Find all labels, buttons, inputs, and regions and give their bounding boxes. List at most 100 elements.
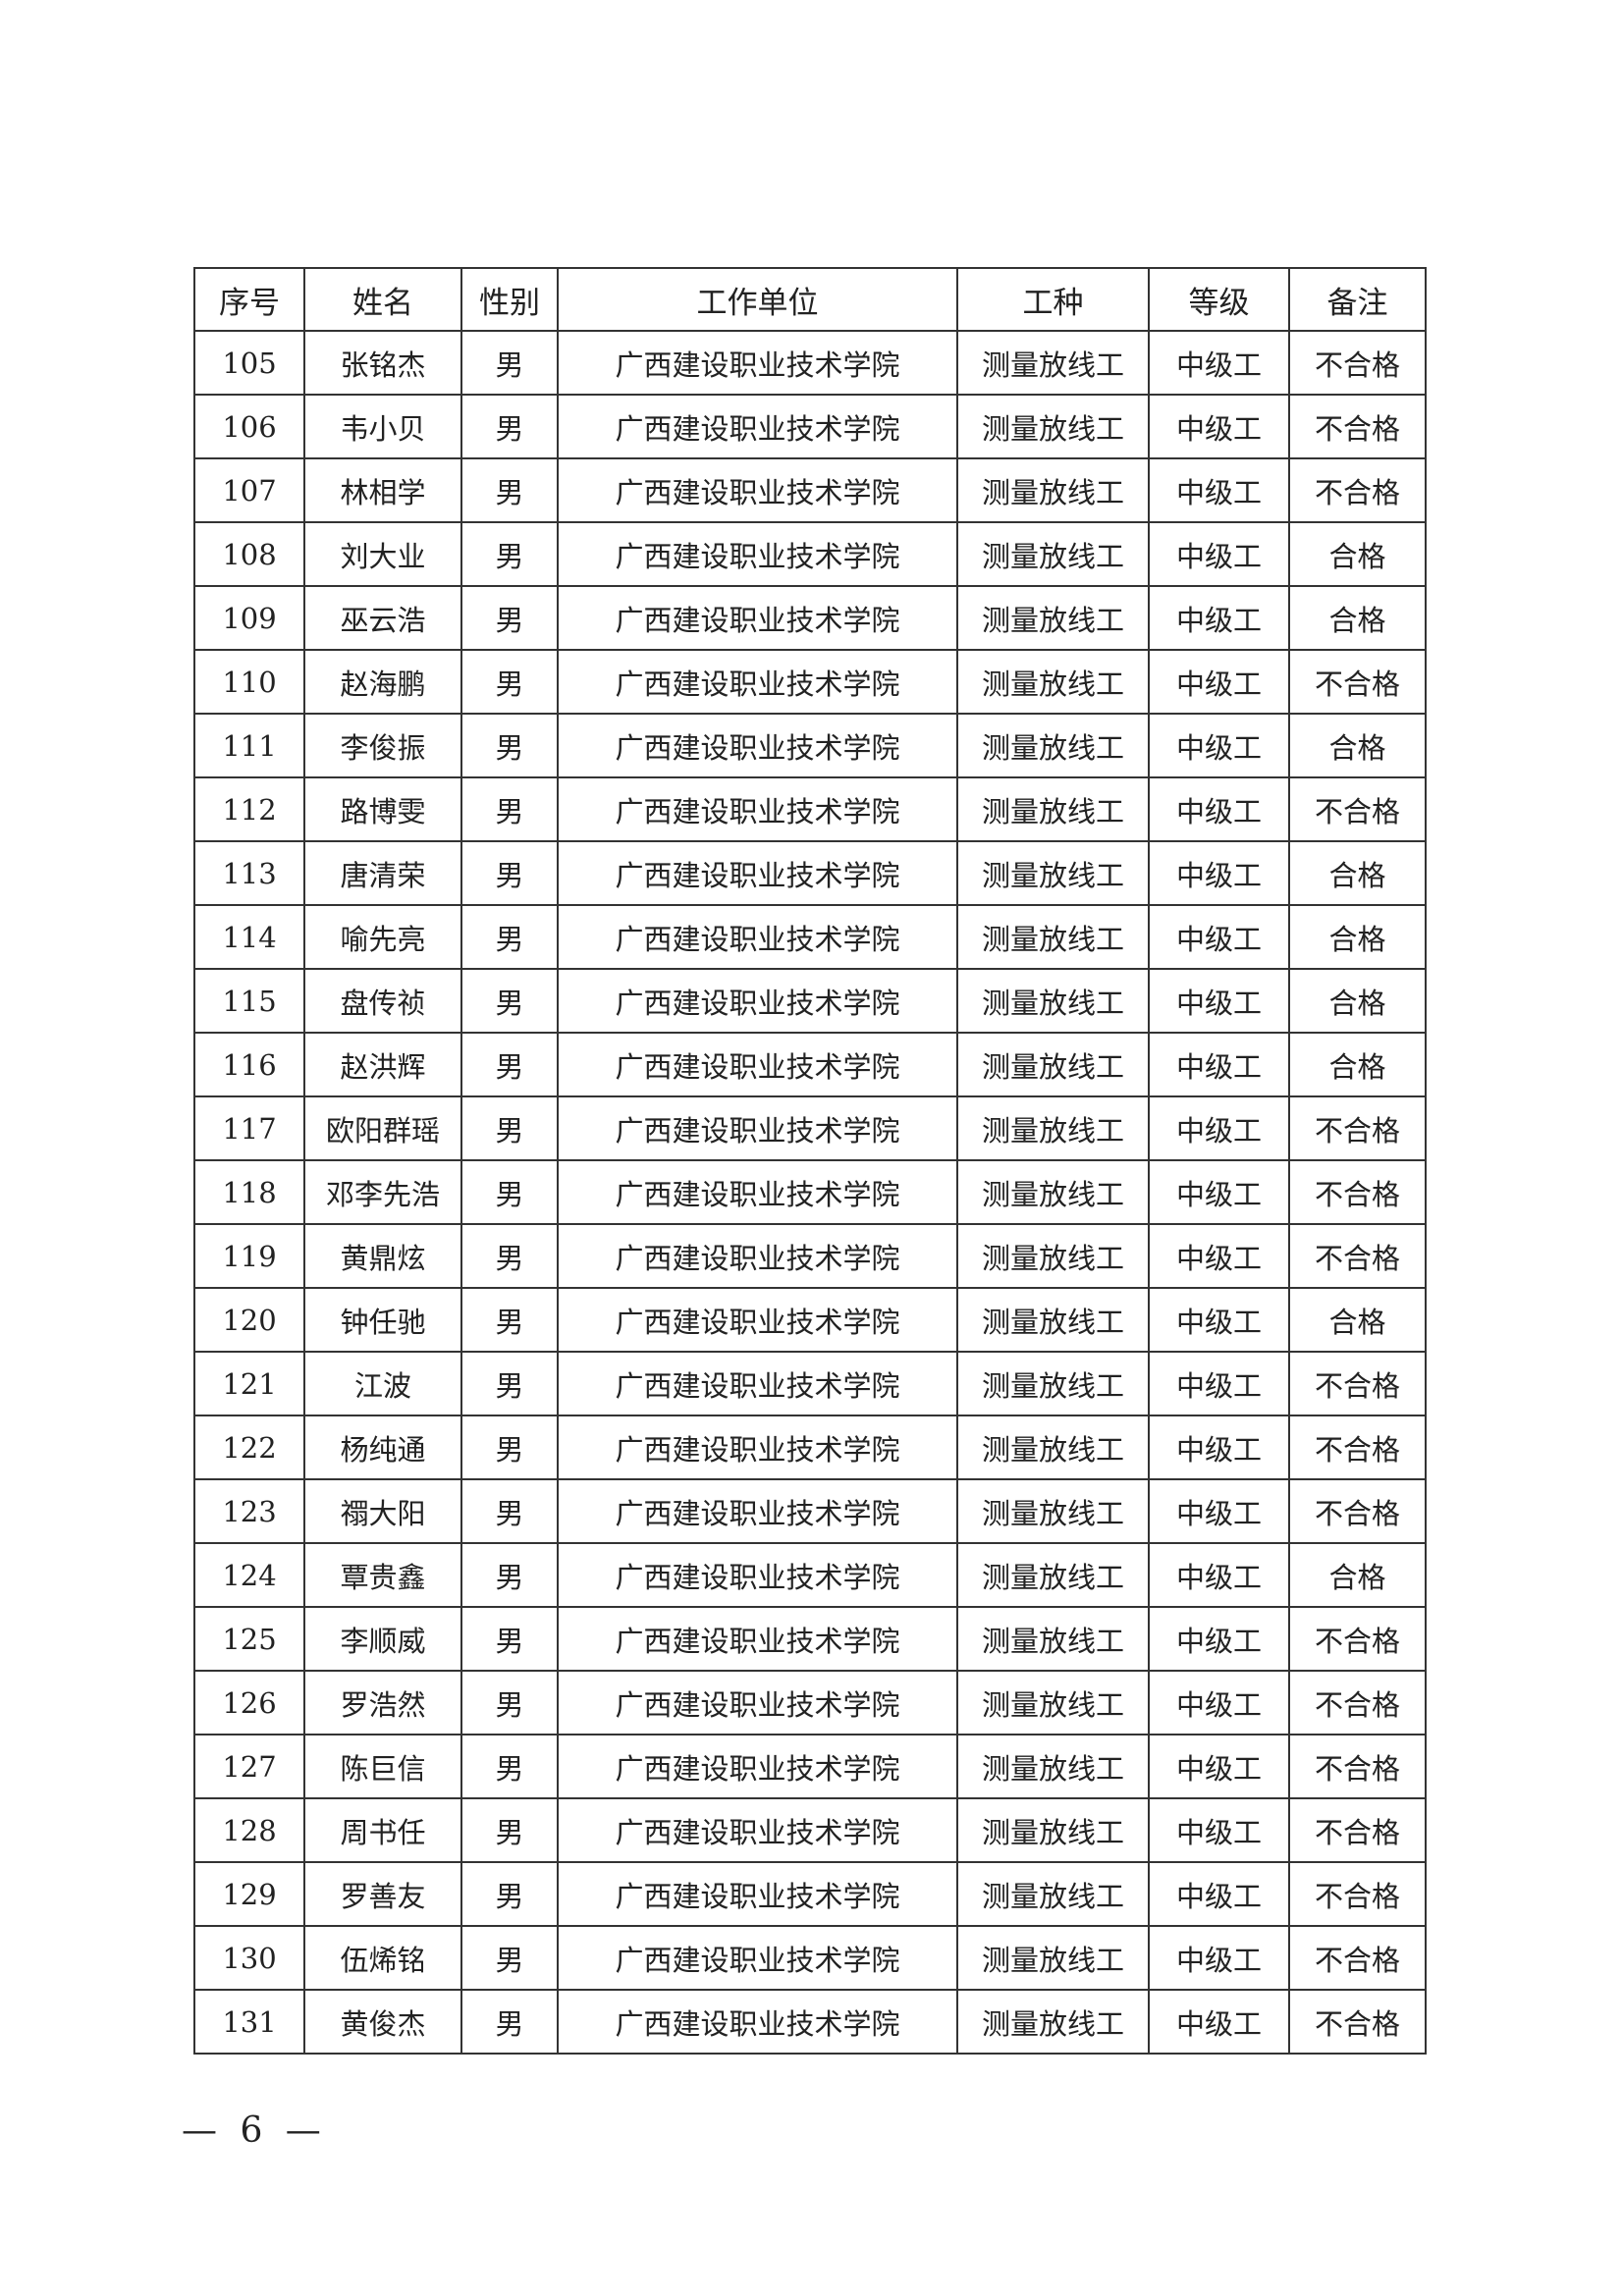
cell-remark: 不合格 (1288, 1095, 1427, 1161)
cell-level: 中级工 (1148, 649, 1290, 715)
cell-employer: 广西建设职业技术学院 (557, 1670, 958, 1735)
cell-remark: 不合格 (1288, 1734, 1427, 1799)
cell-level: 中级工 (1148, 585, 1290, 651)
cell-remark: 不合格 (1288, 457, 1427, 523)
cell-gender: 男 (460, 1478, 559, 1544)
cell-level: 中级工 (1148, 1159, 1290, 1225)
cell-remark: 合格 (1288, 1032, 1427, 1097)
cell-trade: 测量放线工 (956, 1797, 1150, 1863)
cell-remark: 不合格 (1288, 1478, 1427, 1544)
cell-employer: 广西建设职业技术学院 (557, 904, 958, 970)
table-row: 105 张铭杰男广西建设职业技术学院 测量放线工 中级工 不合格 (193, 330, 1427, 396)
cell-level: 中级工 (1148, 457, 1290, 523)
table-row: 106 韦小贝男广西建设职业技术学院 测量放线工 中级工 不合格 (193, 394, 1427, 459)
cell-name: 周书任 (303, 1797, 462, 1863)
header-employer: 工作单位 (557, 267, 958, 332)
cell-remark: 不合格 (1288, 1861, 1427, 1927)
cell-employer: 广西建设职业技术学院 (557, 1287, 958, 1353)
table-row: 112 路博雯男广西建设职业技术学院 测量放线工 中级工 不合格 (193, 776, 1427, 842)
cell-remark: 不合格 (1288, 330, 1427, 396)
cell-seq: 110 (193, 649, 305, 715)
cell-gender: 男 (460, 457, 559, 523)
cell-employer: 广西建设职业技术学院 (557, 585, 958, 651)
cell-level: 中级工 (1148, 713, 1290, 778)
cell-seq: 106 (193, 394, 305, 459)
cell-seq: 105 (193, 330, 305, 396)
table-row: 119 黄鼎炫男广西建设职业技术学院 测量放线工 中级工 不合格 (193, 1223, 1427, 1289)
table-row: 113 唐清荣男广西建设职业技术学院 测量放线工 中级工 合格 (193, 840, 1427, 906)
cell-gender: 男 (460, 1032, 559, 1097)
cell-seq: 117 (193, 1095, 305, 1161)
cell-name: 罗善友 (303, 1861, 462, 1927)
cell-trade: 测量放线工 (956, 1478, 1150, 1544)
cell-name: 钟任驰 (303, 1287, 462, 1353)
cell-seq: 115 (193, 968, 305, 1034)
cell-level: 中级工 (1148, 1670, 1290, 1735)
cell-name: 路博雯 (303, 776, 462, 842)
cell-employer: 广西建设职业技术学院 (557, 1159, 958, 1225)
cell-employer: 广西建设职业技术学院 (557, 1861, 958, 1927)
cell-level: 中级工 (1148, 1989, 1290, 2055)
cell-employer: 广西建设职业技术学院 (557, 330, 958, 396)
header-gender: 性别 (460, 267, 559, 332)
cell-employer: 广西建设职业技术学院 (557, 1032, 958, 1097)
cell-name: 罗浩然 (303, 1670, 462, 1735)
table-row: 107 林相学男广西建设职业技术学院 测量放线工 中级工 不合格 (193, 457, 1427, 523)
cell-gender: 男 (460, 840, 559, 906)
cell-name: 陈巨信 (303, 1734, 462, 1799)
header-remark: 备注 (1288, 267, 1427, 332)
cell-remark: 不合格 (1288, 1606, 1427, 1672)
cell-trade: 测量放线工 (956, 840, 1150, 906)
cell-name: 欧阳群瑶 (303, 1095, 462, 1161)
cell-employer: 广西建设职业技术学院 (557, 394, 958, 459)
cell-gender: 男 (460, 1925, 559, 1991)
cell-seq: 119 (193, 1223, 305, 1289)
cell-employer: 广西建设职业技术学院 (557, 1351, 958, 1416)
page-number: — 6 — (182, 2110, 327, 2151)
table-row: 116 赵洪辉男广西建设职业技术学院 测量放线工 中级工 合格 (193, 1032, 1427, 1097)
header-level: 等级 (1148, 267, 1290, 332)
cell-seq: 116 (193, 1032, 305, 1097)
table-row: 117 欧阳群瑶男广西建设职业技术学院 测量放线工 中级工 不合格 (193, 1095, 1427, 1161)
cell-level: 中级工 (1148, 1925, 1290, 1991)
cell-remark: 不合格 (1288, 1415, 1427, 1480)
cell-employer: 广西建设职业技术学院 (557, 776, 958, 842)
cell-employer: 广西建设职业技术学院 (557, 1223, 958, 1289)
cell-name: 赵洪辉 (303, 1032, 462, 1097)
cell-seq: 130 (193, 1925, 305, 1991)
cell-name: 禤大阳 (303, 1478, 462, 1544)
cell-name: 李俊振 (303, 713, 462, 778)
cell-gender: 男 (460, 1606, 559, 1672)
table-row: 118 邓李先浩男广西建设职业技术学院 测量放线工 中级工 不合格 (193, 1159, 1427, 1225)
table-row: 109 巫云浩男广西建设职业技术学院 测量放线工 中级工 合格 (193, 585, 1427, 651)
cell-level: 中级工 (1148, 840, 1290, 906)
cell-gender: 男 (460, 1095, 559, 1161)
cell-seq: 121 (193, 1351, 305, 1416)
cell-level: 中级工 (1148, 968, 1290, 1034)
cell-trade: 测量放线工 (956, 394, 1150, 459)
cell-remark: 不合格 (1288, 1925, 1427, 1991)
cell-level: 中级工 (1148, 1542, 1290, 1608)
table-row: 129 罗善友男广西建设职业技术学院 测量放线工 中级工 不合格 (193, 1861, 1427, 1927)
table-row: 124 覃贵鑫男广西建设职业技术学院 测量放线工 中级工 合格 (193, 1542, 1427, 1608)
table-row: 123 禤大阳男广西建设职业技术学院 测量放线工 中级工 不合格 (193, 1478, 1427, 1544)
cell-level: 中级工 (1148, 1095, 1290, 1161)
cell-remark: 不合格 (1288, 1223, 1427, 1289)
cell-seq: 126 (193, 1670, 305, 1735)
table-row: 120 钟任驰男广西建设职业技术学院 测量放线工 中级工 合格 (193, 1287, 1427, 1353)
cell-remark: 不合格 (1288, 776, 1427, 842)
table-row: 128 周书任男广西建设职业技术学院 测量放线工 中级工 不合格 (193, 1797, 1427, 1863)
cell-remark: 合格 (1288, 713, 1427, 778)
cell-gender: 男 (460, 904, 559, 970)
cell-employer: 广西建设职业技术学院 (557, 1542, 958, 1608)
cell-level: 中级工 (1148, 330, 1290, 396)
cell-trade: 测量放线工 (956, 968, 1150, 1034)
cell-remark: 不合格 (1288, 1159, 1427, 1225)
cell-remark: 不合格 (1288, 1989, 1427, 2055)
cell-trade: 测量放线工 (956, 904, 1150, 970)
cell-employer: 广西建设职业技术学院 (557, 1925, 958, 1991)
table-row: 121 江波男广西建设职业技术学院 测量放线工 中级工 不合格 (193, 1351, 1427, 1416)
cell-employer: 广西建设职业技术学院 (557, 713, 958, 778)
table-row: 115 盘传祯男广西建设职业技术学院 测量放线工 中级工 合格 (193, 968, 1427, 1034)
cell-seq: 124 (193, 1542, 305, 1608)
